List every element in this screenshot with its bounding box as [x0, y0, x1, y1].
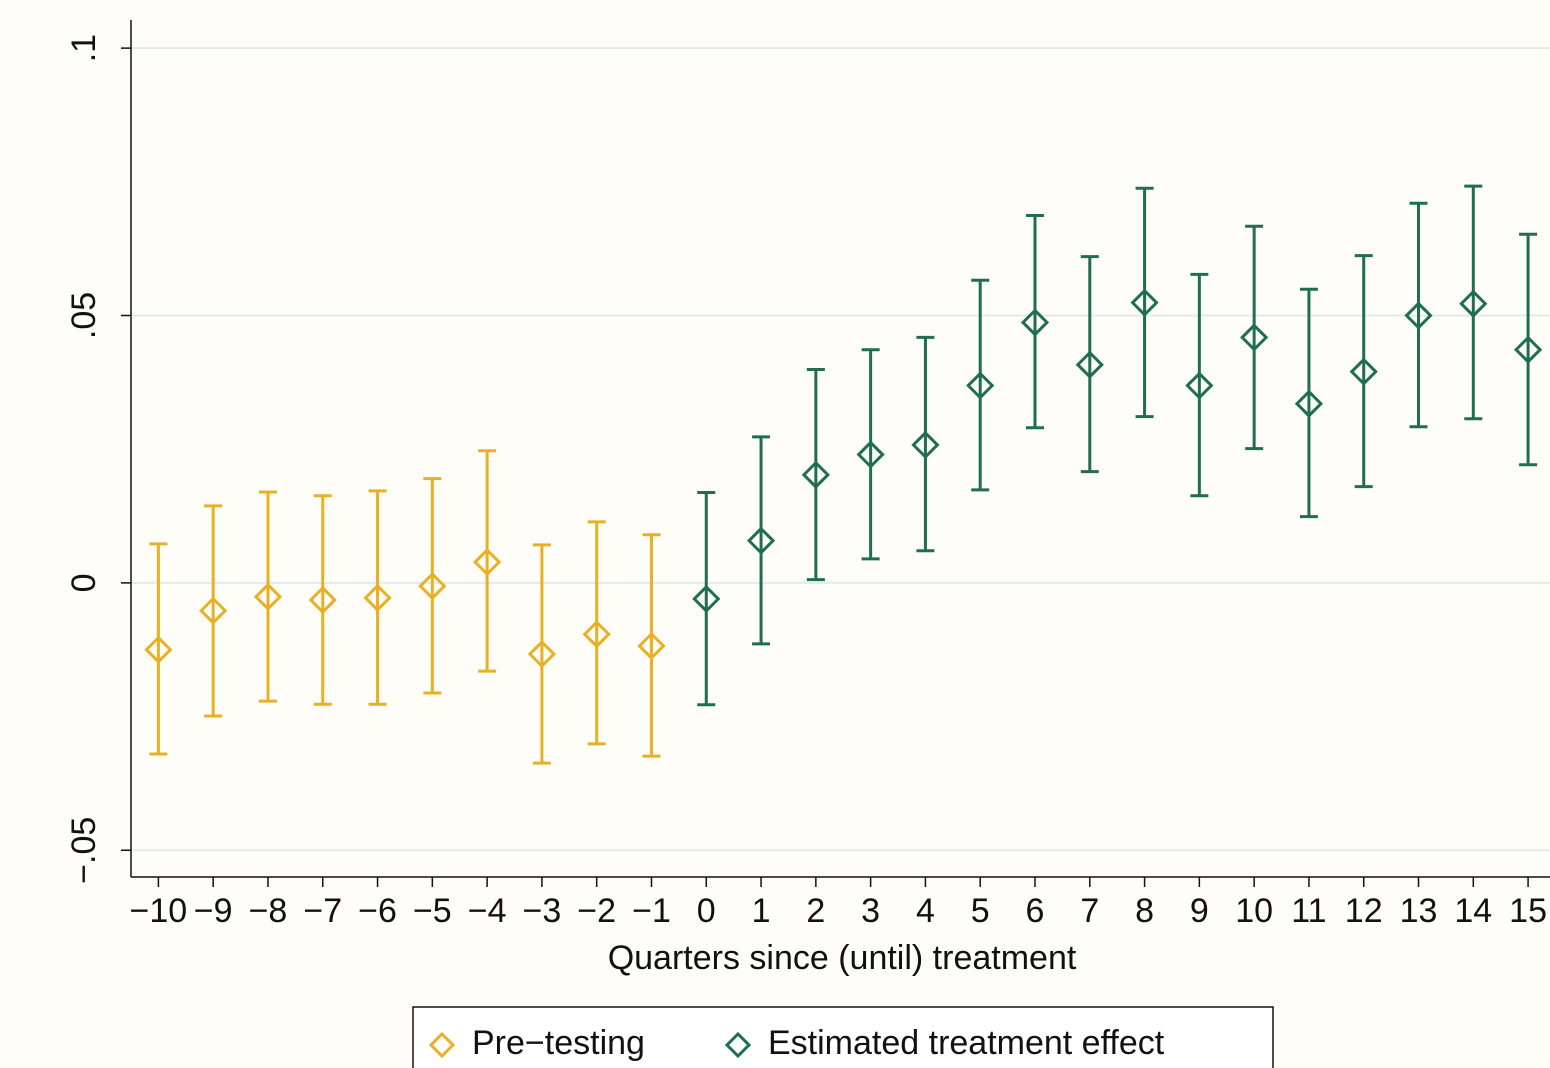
error-bar [752, 435, 771, 646]
point [856, 440, 885, 469]
error-bar [1190, 272, 1209, 498]
error-bar [478, 449, 497, 673]
x-tick-label: 5 [971, 892, 990, 930]
x-tick-label: −5 [413, 892, 452, 930]
point [1020, 308, 1050, 337]
error-bar [1464, 184, 1483, 421]
x-tick-label: −1 [632, 892, 671, 930]
error-bar [204, 504, 223, 718]
point [1513, 335, 1543, 364]
point [1404, 301, 1433, 330]
error-bar [1519, 232, 1538, 467]
point [418, 571, 447, 601]
x-tick-label: 9 [1190, 892, 1209, 930]
error-bar [1135, 186, 1154, 419]
error-bar [861, 348, 880, 561]
point [1185, 371, 1214, 400]
error-bar [642, 533, 661, 758]
error-bar [806, 368, 825, 582]
error-bar [149, 542, 168, 756]
x-tick-label: 7 [1080, 892, 1099, 930]
y-tick-label: 0 [65, 573, 103, 592]
x-tick-label: −7 [303, 892, 342, 930]
x-tick-label: −3 [523, 892, 562, 930]
point [1349, 357, 1378, 386]
x-tick-label: 2 [806, 892, 825, 930]
point [253, 582, 283, 611]
point [1075, 350, 1104, 379]
error-bar [532, 543, 551, 765]
x-axis-label: Quarters since (until) treatment [608, 939, 1077, 977]
x-tick-label: 10 [1235, 892, 1273, 930]
x-tick-label: 3 [861, 892, 880, 930]
legend-marker [724, 1031, 752, 1059]
y-tick-label: .1 [65, 34, 103, 62]
x-tick-label: −6 [358, 892, 397, 930]
legend-label: Pre−testing [472, 1024, 645, 1062]
error-bar [1354, 254, 1373, 489]
error-bar [1080, 255, 1099, 474]
point [527, 639, 557, 669]
error-bar [587, 520, 606, 746]
x-tick-label: 15 [1509, 892, 1547, 930]
point [363, 583, 392, 612]
x-tick-label: −9 [194, 892, 233, 930]
error-bar [368, 489, 387, 706]
x-tick-label: 0 [697, 892, 716, 930]
x-tick-label: 1 [752, 892, 771, 930]
y-tick-label: −.05 [65, 817, 103, 884]
x-tick-label: −4 [468, 892, 507, 930]
x-tick-label: 14 [1454, 892, 1492, 930]
x-tick-label: 6 [1026, 892, 1045, 930]
x-tick-label: 12 [1345, 892, 1383, 930]
point [637, 631, 666, 661]
point [746, 526, 776, 555]
legend-label: Estimated treatment effect [768, 1024, 1165, 1062]
error-bar [423, 477, 442, 695]
x-tick-label: −2 [577, 892, 616, 930]
point [1294, 389, 1324, 418]
legend-box [412, 1006, 1274, 1068]
legend-marker [428, 1031, 456, 1059]
x-tick-label: −8 [249, 892, 288, 930]
point [199, 596, 228, 625]
point [144, 635, 173, 664]
x-tick-label: 4 [916, 892, 935, 930]
x-tick-label: 11 [1291, 892, 1326, 930]
x-tick-label: 13 [1400, 892, 1438, 930]
error-bar [1299, 287, 1318, 519]
x-tick-label: 8 [1135, 892, 1154, 930]
point [582, 620, 611, 649]
point [1240, 323, 1269, 352]
error-bar [1026, 214, 1044, 430]
point [801, 460, 830, 489]
error-bar [916, 335, 935, 553]
error-bar [1245, 224, 1264, 451]
x-tick-label: −10 [130, 892, 188, 930]
point [308, 585, 337, 615]
error-bar [971, 278, 990, 492]
error-bar [1409, 201, 1428, 429]
y-tick-label: .05 [65, 292, 103, 339]
point [472, 547, 502, 577]
point [692, 584, 721, 614]
point [966, 371, 995, 400]
error-bar [258, 490, 277, 703]
point [1459, 289, 1488, 318]
error-bar [313, 494, 332, 706]
error-bar [697, 491, 716, 707]
point [911, 430, 940, 460]
point [1130, 288, 1159, 317]
